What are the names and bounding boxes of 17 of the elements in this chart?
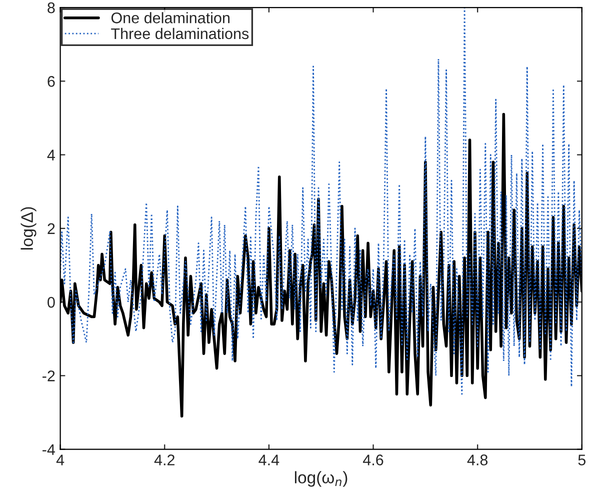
x-axis-title: log(ω$_{n}$): [294, 471, 348, 487]
x-tick-label: 4.2: [154, 454, 174, 466]
y-tick-label: -4: [42, 444, 55, 455]
y-tick-label: 6: [48, 76, 55, 87]
x-tick-label: 5: [578, 454, 586, 466]
legend-label: Three delaminations: [111, 28, 249, 40]
legend-label: One delamination: [111, 12, 230, 24]
y-tick-label: 0: [48, 296, 55, 308]
y-tick-label: 8: [48, 2, 55, 14]
y-tick-label: -2: [42, 370, 55, 382]
x-tick-label: 4.4: [258, 454, 280, 466]
x-tick-label: 4.8: [467, 454, 488, 466]
y-tick-label: 2: [48, 223, 55, 234]
x-tick-label: 4.6: [362, 454, 384, 466]
x-tick-label: 4: [56, 454, 64, 466]
y-axis-title: log(Δ): [20, 207, 36, 250]
y-tick-label: 4: [47, 150, 55, 160]
